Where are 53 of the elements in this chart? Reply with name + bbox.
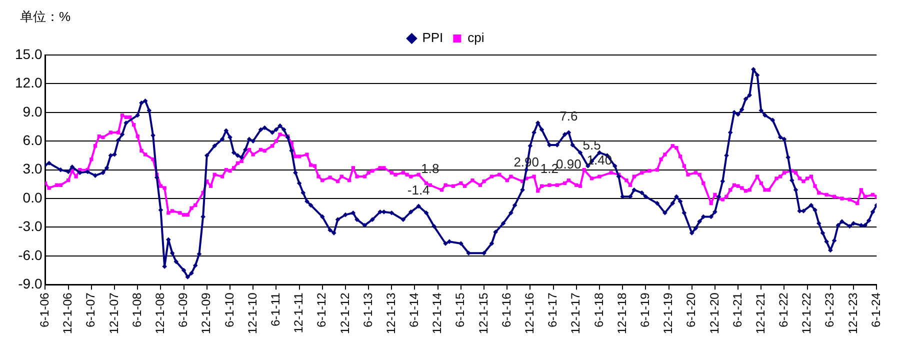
legend-label: PPI [422,30,444,46]
x-tick-label: 12-1-14 [430,292,444,334]
x-tick-label: 6-1-20 [684,292,698,328]
annotation: 0.90 [556,156,582,172]
x-tick-label: 6-1-15 [453,292,468,328]
y-tick-label: 0.0 [22,189,42,206]
x-tick-label: 6-1-11 [268,292,282,326]
y-tick-label: -6.0 [18,246,42,263]
y-tick-label: -9.0 [18,276,42,292]
y-tick-label: -3.0 [18,218,42,234]
y-tick-label: 15.0 [15,46,42,62]
x-tick-label: 12-1-13 [384,292,398,334]
x-tick-label: 6-1-18 [592,292,606,328]
x-tick-label: 6-1-17 [546,292,560,328]
annotation: 5.5 [582,137,601,152]
x-tick-label: 6-1-07 [84,292,98,328]
x-tick-label: 6-1-08 [130,292,144,328]
x-tick-label: 12-1-15 [476,292,490,334]
x-tick-label: 12-1-20 [707,292,722,334]
x-tick-label: 6-1-23 [822,292,837,328]
x-tick-label: 6-1-22 [776,292,791,328]
x-tick-label: 6-1-09 [176,292,190,328]
y-axis-title: 单位：% [20,8,71,26]
x-tick-label: 12-1-16 [522,292,537,334]
legend-label: cpi [468,30,484,46]
annotation: 7.6 [560,108,578,124]
x-tick-label: 6-1-13 [360,292,375,328]
x-tick-label: 6-1-10 [222,292,236,328]
x-tick-label: 12-1-21 [753,292,768,334]
x-tick-label: 12-1-22 [800,292,814,334]
x-tick-label: 6-1-14 [407,292,422,328]
x-tick-label: 12-1-19 [661,292,676,334]
y-tick-label: 9.0 [22,103,42,120]
x-tick-label: 12-1-09 [199,292,214,334]
x-tick-label: 12-1-10 [245,292,260,334]
annotation: -1.4 [407,182,430,198]
x-tick-label: 12-1-23 [846,292,860,334]
x-tick-label: 12-1-07 [106,292,121,334]
x-tick-label: 6-1-21 [730,292,744,328]
x-tick-label: 12-1-11 [292,292,306,334]
y-tick-label: 12.0 [15,74,42,91]
x-tick-label: 12-1-17 [568,292,583,334]
y-tick-label: 3.0 [22,160,42,177]
x-tick-label: 6-1-06 [38,292,52,328]
y-tick-label: 6.0 [22,132,42,148]
x-tick-label: 12-1-08 [153,292,168,334]
x-tick-label: 12-1-06 [60,292,75,334]
x-tick-label: 12-1-18 [614,292,629,334]
x-tick-label: 6-1-24 [868,292,883,328]
x-tick-label: 6-1-16 [499,292,514,328]
x-tick-label: 6-1-12 [314,292,329,328]
x-tick-label: 6-1-19 [638,292,652,328]
x-tick-label: 12-1-12 [338,292,352,334]
